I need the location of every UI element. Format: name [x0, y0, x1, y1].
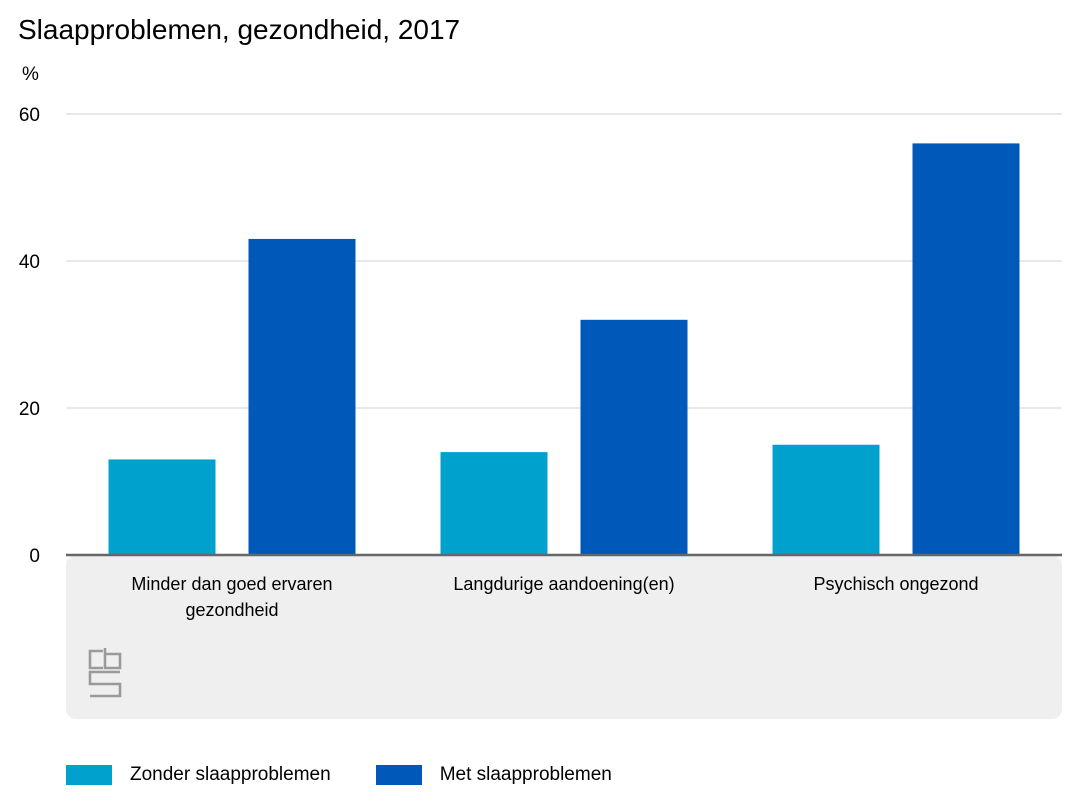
bar-zonder-2 [772, 444, 880, 555]
cbs-logo-icon [88, 648, 122, 698]
legend-label-zonder: Zonder slaapproblemen [130, 764, 331, 785]
bar-met-0 [248, 238, 356, 555]
bar-zonder-0 [108, 459, 216, 555]
category-axis-panel [66, 555, 1062, 719]
legend-label-met: Met slaapproblemen [439, 764, 612, 785]
category-label: Psychisch ongezond [813, 574, 978, 594]
bar-chart: 0 20 40 60 Minder dan goed ervaren gezondhei… [19, 105, 1062, 719]
legend: Zonder slaapproblemen Met slaapproblemen [66, 761, 657, 789]
y-tick-label: 40 [19, 252, 40, 273]
legend-item-zonder: Zonder slaapproblemen [66, 764, 331, 786]
y-tick-label: 0 [29, 546, 40, 567]
bar-met-2 [912, 143, 1020, 555]
legend-swatch-met [375, 765, 422, 785]
x-axis-labels: Minder dan goed ervaren gezondheid Langdur… [131, 574, 978, 620]
y-axis-ticks: 0 20 40 60 [19, 105, 40, 567]
category-label: Minder dan goed ervaren gezondheid [131, 574, 332, 620]
bars [108, 143, 1020, 555]
y-tick-label: 60 [19, 105, 40, 126]
gridlines [66, 113, 1062, 409]
y-tick-label: 20 [19, 399, 40, 420]
bar-zonder-1 [440, 452, 548, 555]
bar-met-1 [580, 319, 688, 555]
chart-title: Slaapproblemen, gezondheid, 2017 [18, 14, 461, 45]
legend-item-met: Met slaapproblemen [375, 764, 612, 786]
legend-swatch-zonder [66, 765, 112, 785]
y-axis-unit: % [22, 64, 39, 85]
category-label: Langdurige aandoening(en) [453, 574, 674, 594]
